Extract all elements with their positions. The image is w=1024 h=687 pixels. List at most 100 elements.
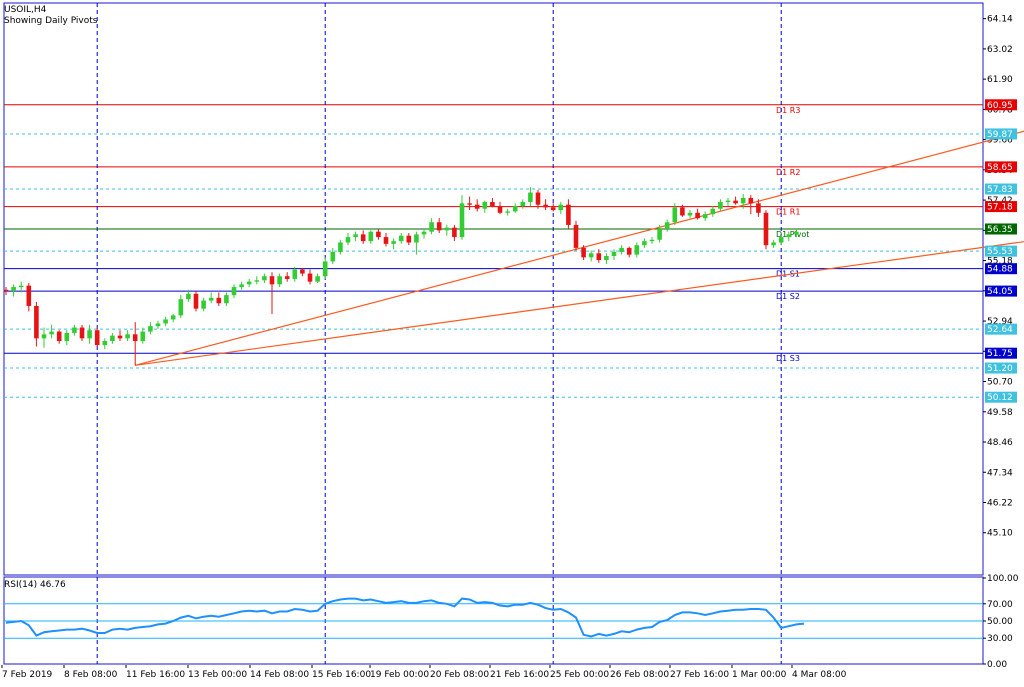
level-badge [985, 285, 1017, 297]
candle-body [778, 237, 784, 243]
candle-body [482, 201, 488, 209]
candle-body [300, 269, 305, 274]
pivot-level-label: D1 Pivot [776, 230, 809, 239]
candle-body [307, 273, 313, 282]
pivot-level-label: D1 R1 [776, 208, 800, 217]
price-tick-label: 63.02 [987, 45, 1013, 55]
candle-body [56, 331, 62, 342]
candle-body [277, 276, 282, 285]
candle-body [672, 207, 678, 223]
candle-body [360, 234, 366, 242]
candle-body [763, 212, 769, 246]
candle-body [588, 253, 594, 258]
price-tick-label: 60.78 [987, 105, 1013, 115]
candle-body [41, 334, 47, 339]
candle-body [596, 253, 602, 261]
candle-body [452, 227, 457, 238]
candle-body [490, 201, 495, 207]
time-tick-label: 14 Feb 08:00 [250, 670, 309, 680]
level-badge [985, 391, 1017, 403]
pivot-level-label: D1 R2 [776, 168, 800, 177]
candle-body [132, 334, 138, 342]
candle-body [566, 204, 571, 225]
rsi-tick-label: 50.00 [987, 617, 1013, 627]
candle-body [94, 330, 100, 346]
price-tick-label: 64.14 [987, 15, 1013, 25]
time-tick-label: 4 Mar 08:00 [792, 670, 847, 680]
candle-body [444, 227, 450, 231]
level-badge-label: 57.18 [987, 203, 1013, 213]
candle-body [414, 234, 419, 243]
candle-body [733, 200, 738, 204]
candle-body [193, 293, 199, 309]
level-badge-label: 56.35 [987, 225, 1013, 235]
price-tick-label: 47.34 [987, 468, 1013, 478]
candle-body [216, 297, 222, 304]
candle-body [391, 241, 396, 244]
candle-body [429, 222, 434, 232]
level-badge [985, 183, 1017, 195]
price-tick-label: 46.22 [987, 499, 1013, 509]
candle-body [79, 327, 85, 339]
level-badge [985, 223, 1017, 235]
candle-body [794, 231, 799, 235]
candle-body [110, 335, 115, 342]
time-tick-label: 25 Feb 00:00 [550, 670, 609, 680]
candle-body [383, 237, 389, 244]
rsi-tick-label: 70.00 [987, 600, 1013, 610]
time-tick-label: 21 Feb 16:00 [490, 670, 549, 680]
time-tick-label: 26 Feb 08:00 [610, 670, 669, 680]
time-tick-label: 11 Feb 16:00 [126, 670, 185, 680]
time-tick-label: 8 Feb 08:00 [64, 670, 118, 680]
level-badge-label: 60.95 [987, 101, 1013, 111]
candle-body [459, 203, 465, 238]
candle-body [322, 261, 328, 277]
candle-body [18, 285, 24, 288]
candle-body [695, 212, 700, 219]
candle-body [148, 326, 153, 332]
level-badge [985, 323, 1017, 335]
candle-body [368, 231, 374, 242]
candle-body [3, 289, 9, 292]
candle-body [497, 206, 503, 213]
level-badge [985, 347, 1017, 359]
candle-body [284, 276, 290, 279]
pivot-level-label: D1 S2 [776, 292, 800, 301]
rsi-tick-label: 30.00 [987, 634, 1013, 644]
candle-body [642, 241, 647, 246]
candle-body [398, 235, 404, 242]
level-badge-label: 54.88 [987, 265, 1013, 275]
candle-body [528, 192, 533, 202]
candle-body [725, 200, 731, 202]
candle-body [170, 315, 176, 320]
candle-body [611, 251, 617, 256]
pivot-level-label: D1 S3 [776, 354, 800, 363]
candle-body [680, 207, 685, 216]
rsi-tick-label: 100.00 [987, 574, 1019, 584]
candle-body [246, 281, 252, 285]
price-tick-label: 48.46 [987, 438, 1013, 448]
candle-body [786, 234, 792, 238]
candle-body [421, 231, 427, 235]
candle-body [520, 201, 526, 207]
candle-body [254, 280, 260, 282]
candle-body [178, 299, 184, 316]
level-badge [985, 99, 1017, 111]
price-tick-label: 49.58 [987, 408, 1013, 418]
candle-body [474, 204, 480, 209]
candle-body [34, 305, 39, 339]
candle-body [581, 247, 586, 258]
level-badge [985, 245, 1017, 257]
candle-body [634, 245, 640, 255]
trendline [135, 241, 1024, 366]
candle-body [573, 224, 579, 248]
candle-body [87, 330, 92, 339]
main-frame [3, 2, 984, 576]
rsi-tick-label: 0.00 [987, 660, 1007, 670]
price-tick-label: 55.18 [987, 257, 1013, 267]
rsi-label: RSI(14) 46.76 [4, 580, 66, 590]
time-tick-label: 20 Feb 08:00 [430, 670, 489, 680]
candle-body [224, 295, 229, 304]
candle-body [376, 231, 381, 238]
